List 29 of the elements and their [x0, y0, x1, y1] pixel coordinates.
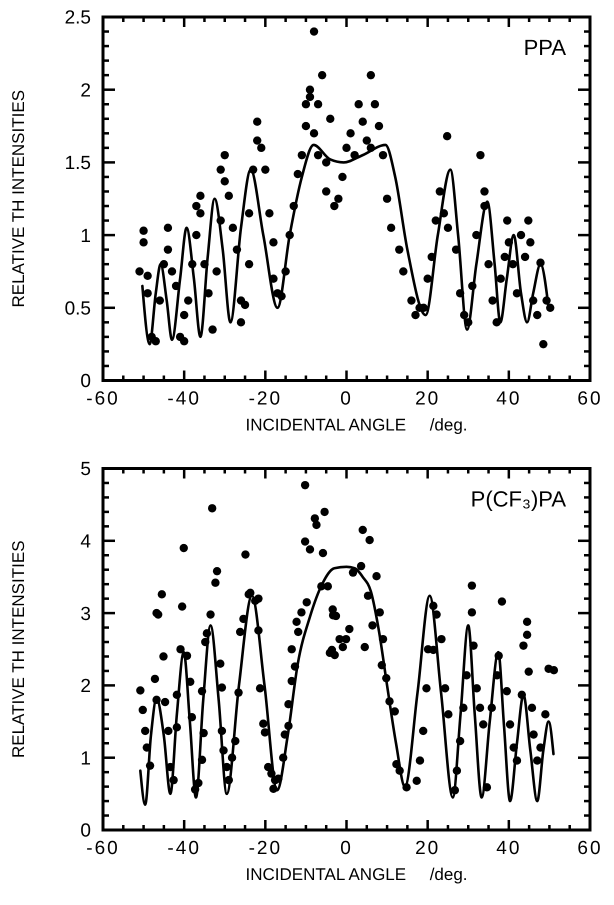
y-axis-title: RELATIVE TH INTENSITIES [9, 90, 28, 308]
y-tick-label: 1 [80, 748, 91, 770]
x-tick-label: 0 [340, 838, 353, 859]
x-tick-label: -20 [248, 388, 282, 410]
y-tick-label: 3 [80, 604, 91, 625]
y-axis-title: RELATIVE TH INTENSITIES [9, 540, 28, 758]
y-tick-label: 0.5 [64, 298, 91, 320]
x-axis-title: INCIDENTAL ANGLE /deg. [245, 865, 468, 884]
x-tick-label: 20 [415, 838, 440, 859]
annotation: P(CF₃)PA [470, 486, 566, 512]
x-tick-label: 0 [340, 388, 353, 410]
x-tick-label: 40 [496, 388, 522, 410]
x-tick-label: -40 [167, 838, 201, 859]
x-axis-title: INCIDENTAL ANGLE /deg. [245, 416, 468, 434]
y-tick-label: 1 [80, 226, 91, 247]
y-tick-label: 2.5 [64, 8, 91, 29]
y-tick-label: 5 [80, 459, 91, 480]
x-tick-label: 20 [415, 388, 440, 410]
x-tick-label: 40 [496, 838, 522, 859]
annotation: PPA [524, 35, 566, 60]
y-tick-label: 2 [80, 80, 91, 102]
x-tick-label: -20 [248, 838, 282, 859]
x-tick-label: 60 [577, 388, 603, 410]
y-tick-label: 1.5 [64, 153, 91, 174]
y-tick-label: 2 [80, 676, 91, 698]
x-tick-label: 60 [577, 838, 603, 859]
x-tick-label: -40 [167, 388, 201, 410]
y-tick-label: 4 [80, 531, 92, 552]
line-series [139, 566, 555, 806]
